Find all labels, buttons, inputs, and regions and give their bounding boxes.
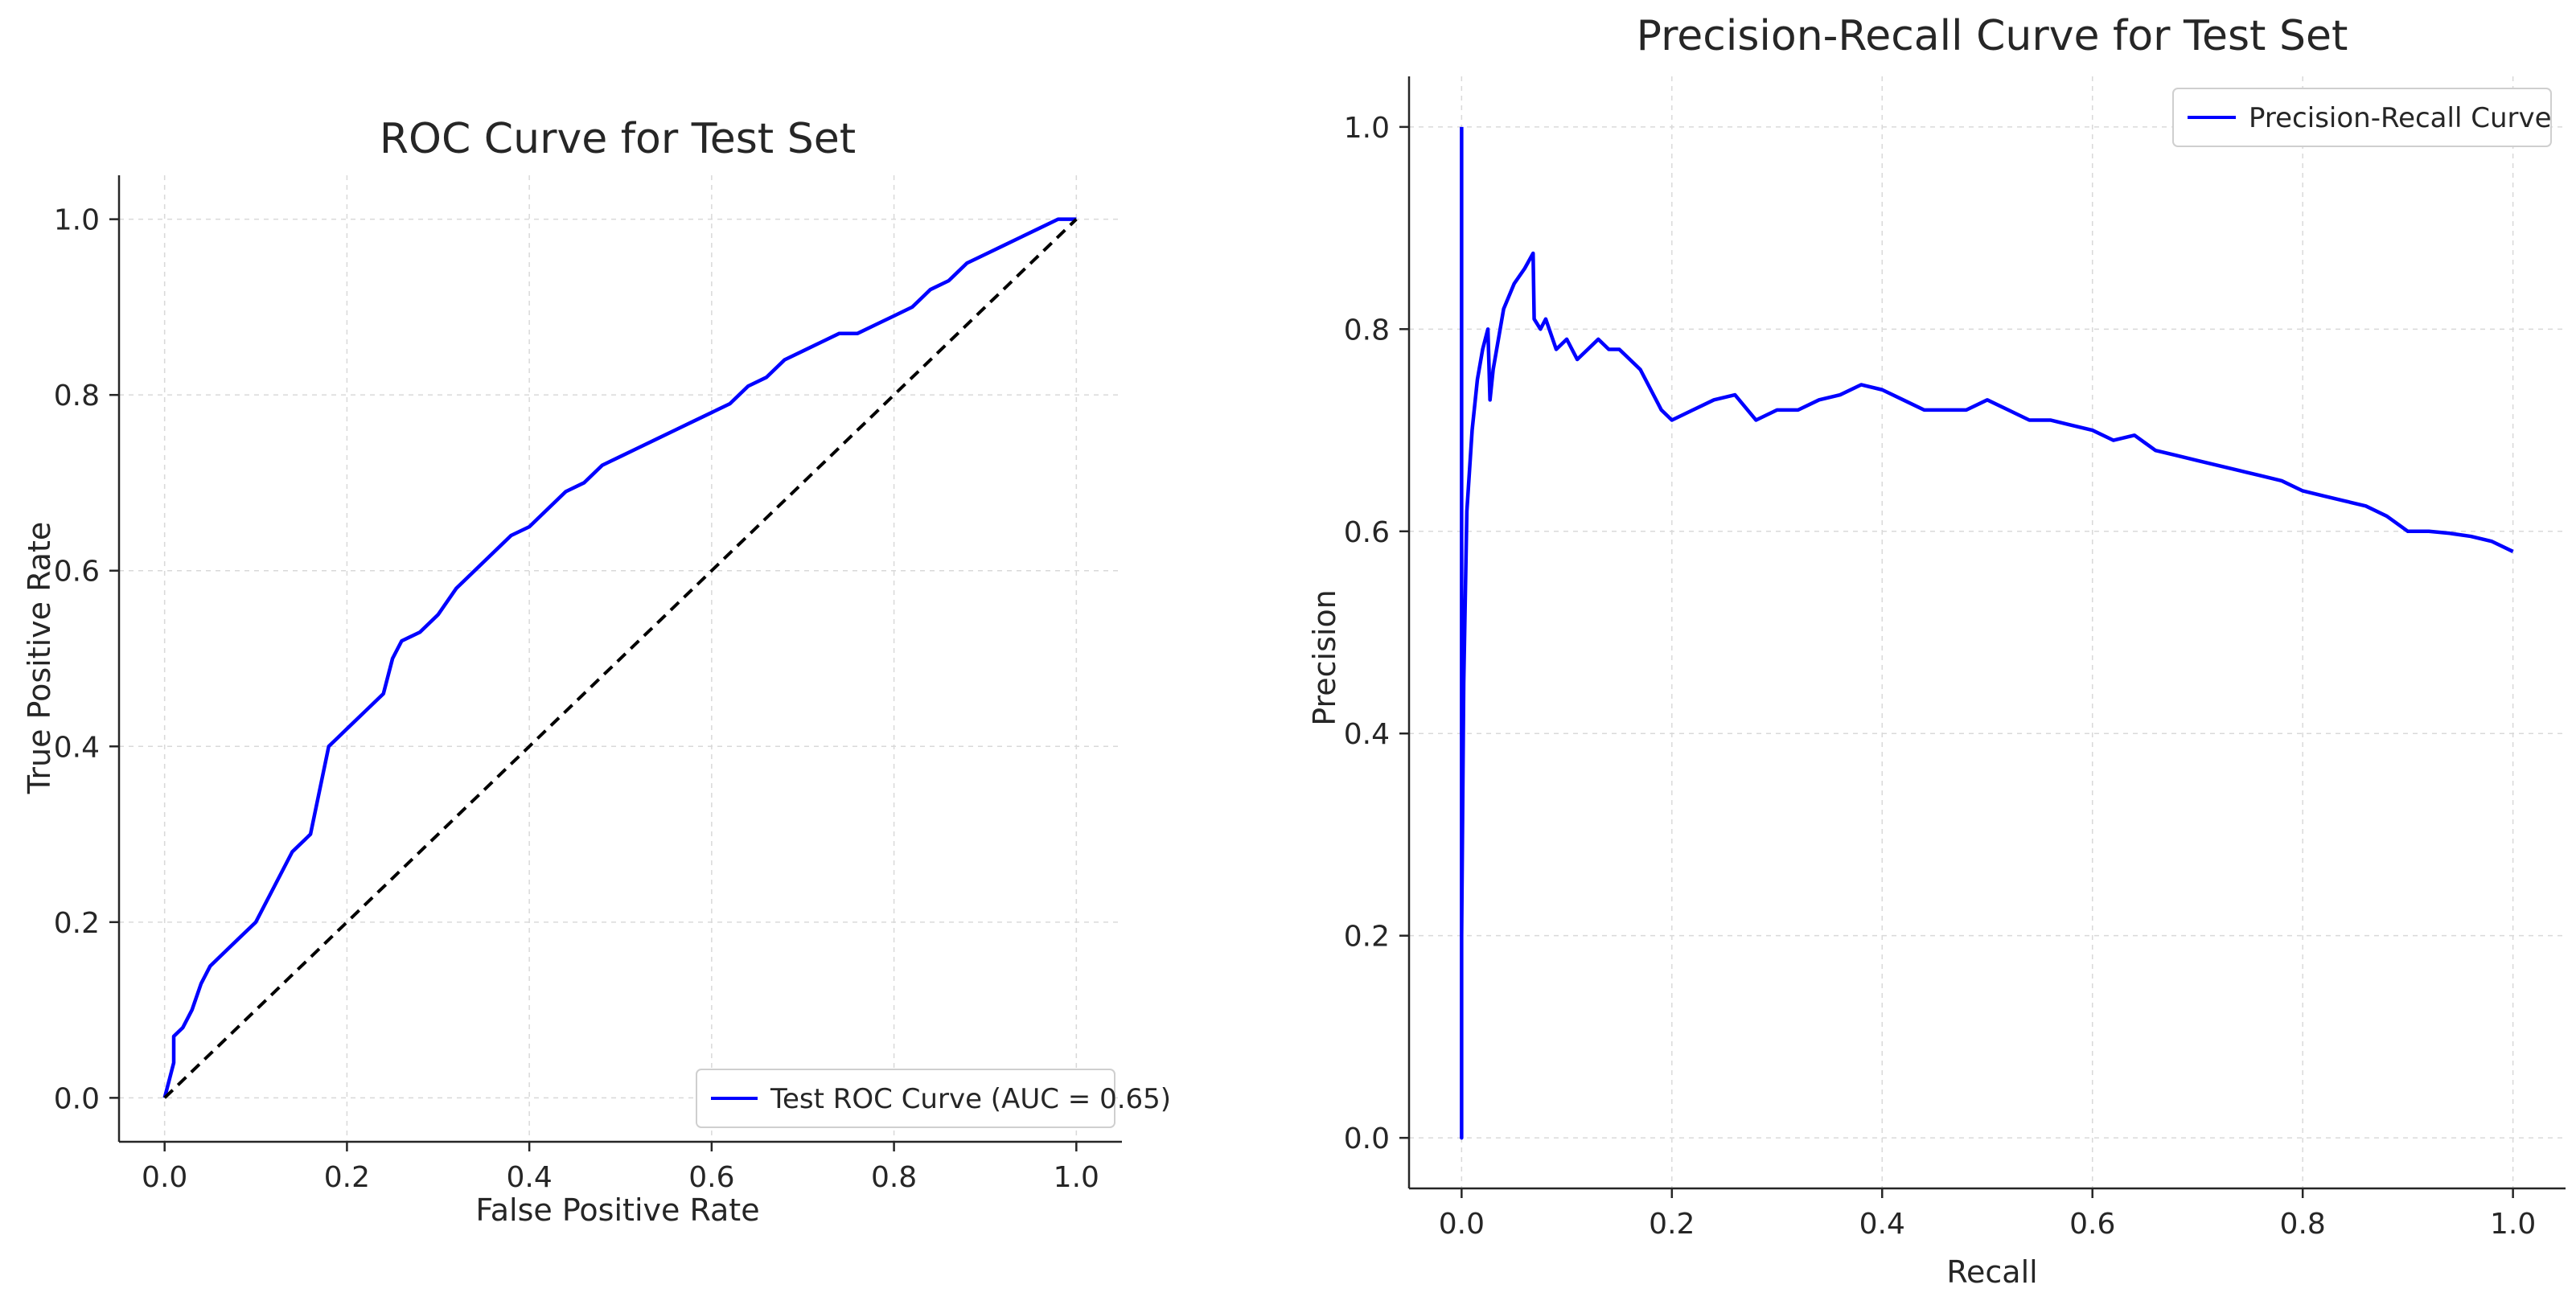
pr-legend: Precision-Recall Curve <box>2172 88 2552 147</box>
roc-legend: Test ROC Curve (AUC = 0.65) <box>696 1069 1171 1128</box>
roc-y-tick-label: 0.4 <box>54 731 100 764</box>
pr-x-tick-label: 0.0 <box>1439 1208 1485 1241</box>
roc-curve-line <box>162 217 1077 1098</box>
pr-x-tick-label: 1.0 <box>2490 1208 2536 1241</box>
roc-x-axis-label: False Positive Rate <box>475 1192 759 1228</box>
pr-x-tick-label: 0.2 <box>1649 1208 1695 1241</box>
pr-y-axis-label: Precision <box>1307 589 1342 726</box>
roc-y-tick-label: 1.0 <box>54 204 100 237</box>
pr-x-tick-label: 0.6 <box>2069 1208 2115 1241</box>
pr-chart-title: Precision-Recall Curve for Test Set <box>1637 12 2348 60</box>
roc-x-tick-label: 0.2 <box>324 1161 370 1194</box>
roc-ticks: 0.0 0.2 0.4 0.6 0.8 1.0 0.0 0.2 0.4 0.6 0.8 1.0 <box>54 204 1099 1194</box>
pr-spines <box>1407 76 2566 1190</box>
roc-legend-box <box>696 1069 1115 1128</box>
roc-grid <box>119 175 1122 1142</box>
roc-x-tick-label: 1.0 <box>1054 1161 1099 1194</box>
pr-y-tick-label: 0.8 <box>1344 314 1390 347</box>
pr-y-tick-label: 0.4 <box>1344 718 1390 751</box>
roc-y-tick-label: 0.0 <box>54 1082 100 1115</box>
roc-y-tick-label: 0.8 <box>54 380 100 412</box>
roc-x-tick-label: 0.4 <box>507 1161 553 1194</box>
pr-legend-box <box>2172 88 2552 147</box>
pr-ticks: 0.0 0.2 0.4 0.6 0.8 1.0 0.0 0.2 0.4 0.6 0.8 1.0 <box>1344 112 2537 1241</box>
pr-y-tick-label: 1.0 <box>1344 112 1390 145</box>
roc-legend-label: Test ROC Curve (AUC = 0.65) <box>770 1083 1171 1115</box>
roc-chart-title: ROC Curve for Test Set <box>380 115 856 163</box>
pr-y-tick-label: 0.6 <box>1344 516 1390 549</box>
pr-y-tick-label: 0.2 <box>1344 921 1390 954</box>
roc-spines <box>117 175 1122 1143</box>
roc-y-tick-label: 0.2 <box>54 907 100 940</box>
roc-x-tick-label: 0.0 <box>142 1161 187 1194</box>
precision-recall-chart: Precision-Recall Curve for Test Set Reca… <box>1307 12 2566 1290</box>
roc-series <box>162 217 1078 1099</box>
pr-x-tick-label: 0.4 <box>1859 1208 1905 1241</box>
pr-series <box>1460 126 2514 1140</box>
roc-x-tick-label: 0.8 <box>871 1161 917 1194</box>
pr-y-tick-label: 0.0 <box>1344 1122 1390 1155</box>
pr-x-tick-label: 0.8 <box>2280 1208 2326 1241</box>
pr-x-axis-label: Recall <box>1946 1254 2037 1290</box>
pr-curve-line <box>1460 126 2514 1140</box>
pr-legend-label: Precision-Recall Curve <box>2249 102 2552 134</box>
roc-y-tick-label: 0.6 <box>54 556 100 589</box>
roc-chart: ROC Curve for Test Set False Positive Ra… <box>22 115 1171 1228</box>
roc-chance-diagonal-line <box>163 218 1078 1099</box>
roc-y-axis-label: True Positive Rate <box>22 522 57 795</box>
roc-x-tick-label: 0.6 <box>688 1161 734 1194</box>
